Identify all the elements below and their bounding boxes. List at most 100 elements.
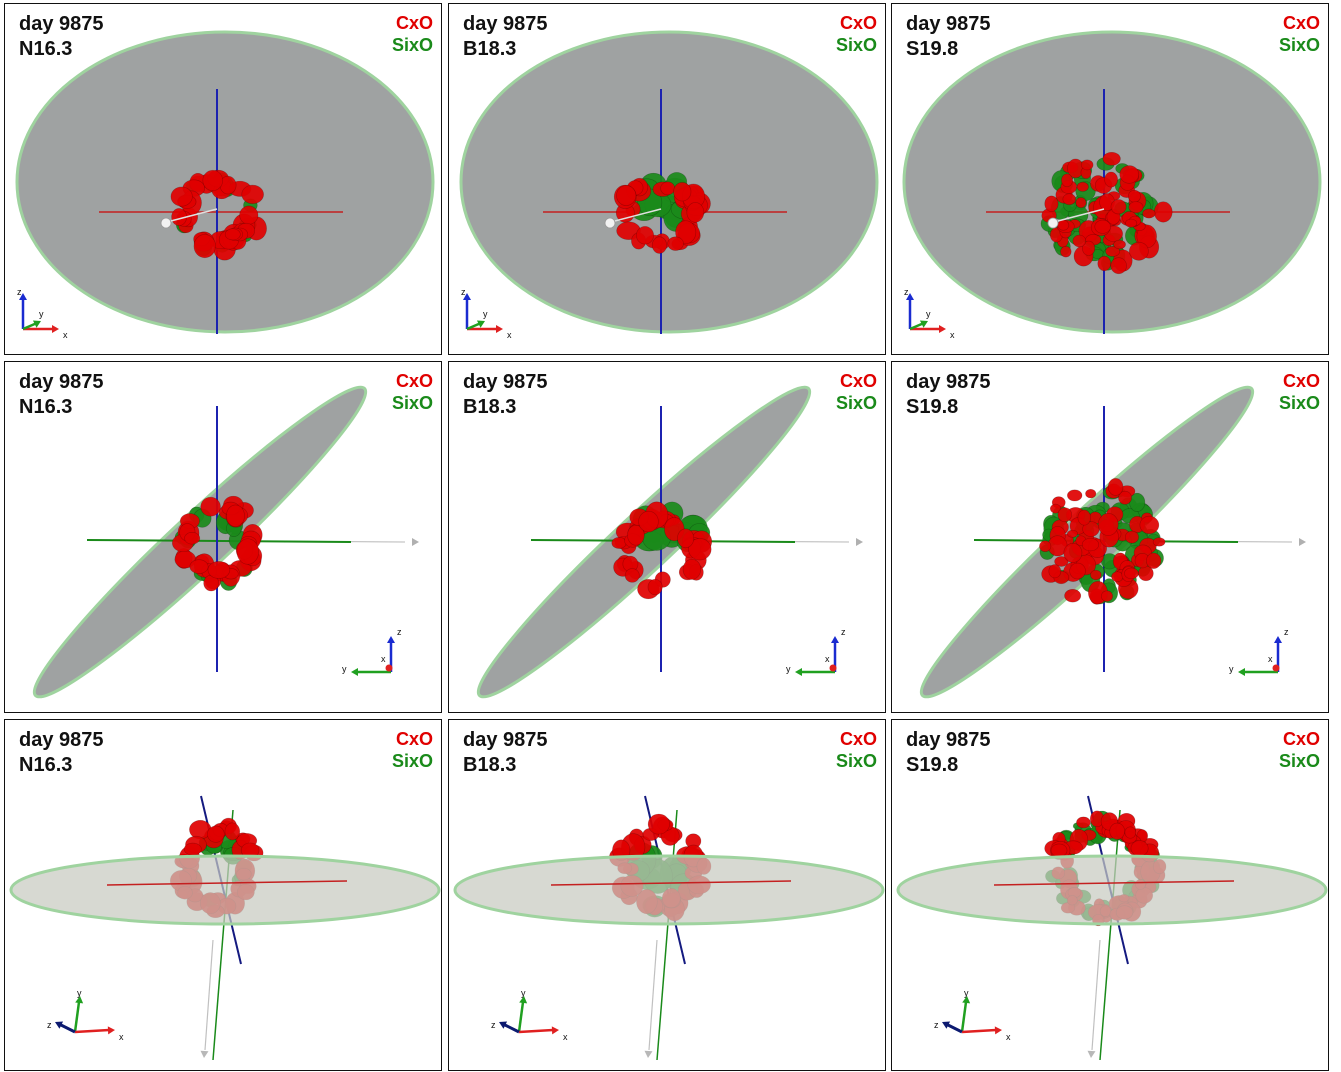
- species1-blob: [1072, 234, 1087, 248]
- species1-blob: [224, 822, 241, 841]
- triad-x-arrow: [994, 1026, 1002, 1035]
- species2-label: SixO: [835, 35, 877, 55]
- species1-blob: [1082, 240, 1096, 256]
- triad-y-arrow: [795, 668, 802, 676]
- species1-blob: [675, 220, 697, 245]
- y-axis-arrow: [200, 1050, 209, 1058]
- model-label: S19.8: [906, 396, 959, 418]
- species1-blob: [660, 181, 676, 196]
- scene-render: [9, 795, 441, 1061]
- x-axis-line: [550, 880, 792, 886]
- triad-x-dot: [1272, 664, 1280, 672]
- triad-label-y: y: [926, 309, 931, 319]
- y-axis-line: [1099, 809, 1121, 1061]
- model-label: S19.8: [906, 38, 959, 60]
- triad-label-z: z: [17, 287, 22, 297]
- triad-x-arrow: [52, 325, 59, 333]
- species1-blob: [1057, 507, 1072, 523]
- triad-y-arrow: [476, 320, 485, 328]
- species1-blob: [667, 236, 684, 251]
- triad-y-arrow: [32, 320, 41, 328]
- day-label: day 9875: [19, 371, 104, 393]
- y-axis-arrow: [856, 538, 863, 546]
- scene-render: [476, 385, 863, 699]
- triad-z-arrow: [906, 293, 914, 300]
- species1-label: CxO: [839, 729, 877, 749]
- triad-z-arrow: [463, 293, 471, 300]
- triad-label-y: y: [483, 309, 488, 319]
- species1-blob: [1105, 246, 1121, 257]
- triad-z-arrow: [831, 636, 839, 643]
- day-label: day 9875: [463, 729, 548, 751]
- triad-z-axis: [945, 1022, 963, 1034]
- species1-blob: [170, 186, 193, 207]
- model-label: B18.3: [463, 754, 517, 776]
- species1-blob: [1061, 173, 1073, 188]
- species1-blob: [1128, 241, 1149, 261]
- species1-blob: [1146, 552, 1162, 569]
- species1-blob: [241, 184, 264, 204]
- species1-blob: [1107, 478, 1124, 496]
- species1-blob: [207, 825, 225, 843]
- species1-blob: [1153, 201, 1173, 223]
- scene-render: [902, 30, 1322, 334]
- observer-line: [610, 208, 662, 223]
- species1-blob: [1124, 826, 1137, 839]
- disk-plane: [896, 854, 1328, 926]
- species1-blob: [1152, 537, 1166, 547]
- triad-x-dot: [829, 664, 837, 672]
- species1-blob: [1062, 193, 1076, 206]
- species1-label: CxO: [395, 729, 433, 749]
- triad-z-arrow: [387, 636, 395, 643]
- triad-label-x: x: [63, 330, 68, 340]
- triad-y-arrow: [519, 996, 528, 1004]
- species1-blob: [1102, 151, 1121, 166]
- species1-blob: [1090, 569, 1102, 581]
- species1-blob: [673, 182, 692, 202]
- triad-label-z: z: [841, 627, 846, 637]
- species1-blob: [686, 202, 705, 223]
- species1-blob: [1142, 208, 1156, 219]
- species1-label: CxO: [839, 13, 877, 33]
- species1-blob: [624, 568, 640, 583]
- triad-label-y: y: [39, 309, 44, 319]
- species1-blob: [1124, 530, 1139, 544]
- triad-label-x: x: [1268, 654, 1273, 664]
- species1-label: CxO: [839, 371, 877, 391]
- species1-blob: [1124, 567, 1139, 580]
- species1-blob: [1076, 816, 1091, 829]
- panel-9: day 9875 S19.8 CxO SixO y z x: [891, 719, 1329, 1071]
- species2-label: SixO: [835, 751, 877, 771]
- species1-blob: [1054, 556, 1069, 567]
- scene-render: [32, 385, 419, 699]
- triad-z-arrow: [19, 293, 27, 300]
- triad-y-arrow: [351, 668, 358, 676]
- species1-blob: [1125, 218, 1138, 228]
- day-label: day 9875: [906, 729, 991, 751]
- species1-blob: [1110, 257, 1127, 275]
- species1-blob: [1127, 189, 1141, 203]
- triad-label-y: y: [964, 988, 969, 998]
- triad-label-y: y: [77, 988, 82, 998]
- species1-blob: [638, 510, 659, 533]
- triad-y-arrow: [1238, 668, 1245, 676]
- panel-8: day 9875 B18.3 CxO SixO y z x: [448, 719, 886, 1071]
- species1-blob: [1063, 542, 1083, 563]
- species1-blob: [1139, 515, 1160, 535]
- species1-blob: [677, 528, 695, 549]
- model-label: N16.3: [19, 754, 73, 776]
- triad-label-y: y: [1229, 664, 1234, 674]
- triad-x-axis: [74, 1028, 110, 1034]
- day-label: day 9875: [906, 13, 991, 35]
- species1-blob: [183, 842, 202, 856]
- species1-blob: [1050, 843, 1068, 858]
- triad-label-z: z: [461, 287, 466, 297]
- triad-y-arrow: [919, 320, 928, 328]
- triad-y-axis: [960, 1001, 968, 1033]
- y-axis-arrow: [1087, 1050, 1096, 1058]
- scene-render: [15, 30, 435, 334]
- day-label: day 9875: [906, 371, 991, 393]
- species1-blob: [1130, 840, 1149, 857]
- species2-label: SixO: [391, 751, 433, 771]
- species1-blob: [611, 537, 627, 549]
